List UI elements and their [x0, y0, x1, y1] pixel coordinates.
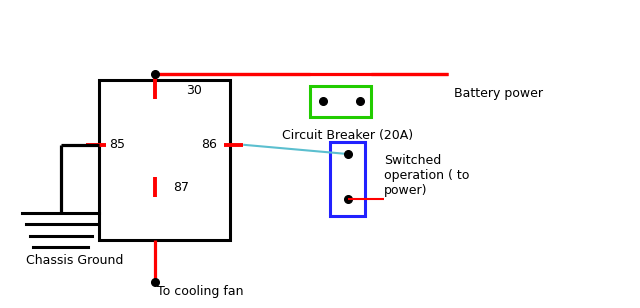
Text: Circuit Breaker (20A): Circuit Breaker (20A) — [282, 129, 413, 142]
Text: 30: 30 — [186, 84, 202, 97]
Text: To cooling fan: To cooling fan — [157, 285, 243, 298]
Text: 85: 85 — [109, 138, 125, 151]
Bar — [99, 80, 230, 240]
Bar — [310, 86, 371, 117]
Text: 86: 86 — [202, 138, 218, 151]
Bar — [330, 142, 365, 216]
Text: 87: 87 — [173, 181, 189, 194]
Text: Chassis Ground: Chassis Ground — [26, 254, 123, 267]
Text: Switched
operation ( to
power): Switched operation ( to power) — [384, 154, 469, 197]
Text: Battery power: Battery power — [454, 87, 543, 100]
